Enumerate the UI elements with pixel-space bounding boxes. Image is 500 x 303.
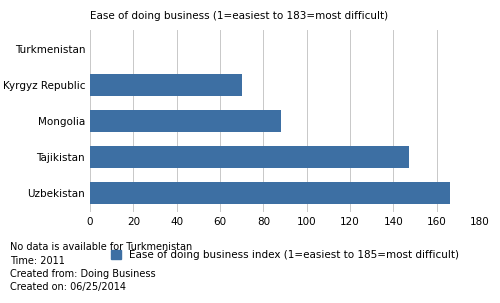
Bar	[90, 146, 408, 168]
Text: Ease of doing business (1=easiest to 183=most difficult): Ease of doing business (1=easiest to 183…	[90, 11, 388, 21]
Bar	[90, 75, 242, 96]
Legend: Ease of doing business index (1=easiest to 185=most difficult): Ease of doing business index (1=easiest …	[110, 250, 460, 260]
Bar	[90, 110, 280, 132]
Text: No data is available for Turkmenistan
Time: 2011
Created from: Doing Business
Cr: No data is available for Turkmenistan Ti…	[10, 242, 192, 292]
Bar	[90, 182, 450, 204]
